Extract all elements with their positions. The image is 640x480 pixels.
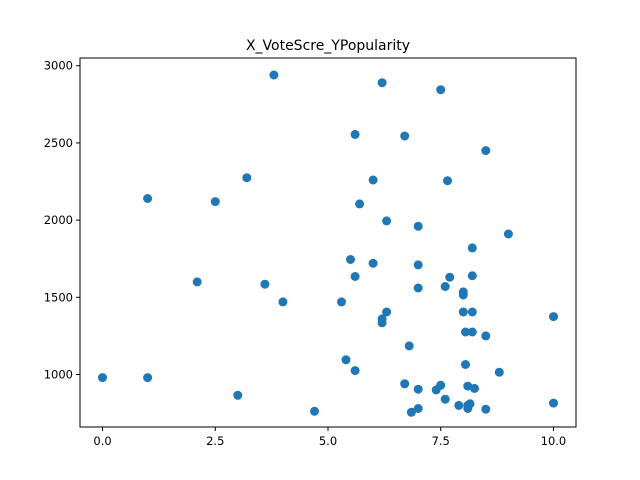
scatter-point [310, 406, 319, 416]
scatter-point [368, 258, 378, 268]
scatter-point [549, 398, 558, 408]
scatter-point [481, 404, 491, 414]
scatter-point [400, 379, 410, 389]
scatter-point [368, 175, 378, 185]
scatter-point [436, 85, 446, 95]
scatter-point [98, 373, 107, 383]
scatter-point [404, 341, 414, 351]
scatter-point [467, 307, 477, 317]
scatter-point [458, 290, 468, 300]
y-tick-label: 2500 [44, 136, 73, 150]
scatter-point [143, 194, 153, 203]
scatter-point [377, 78, 387, 88]
scatter-point [382, 216, 392, 226]
scatter-point [350, 129, 360, 139]
ticks-layer: 0.0 2.5 5.0 7.5 10.0 1000 1500 2000 2500 3000 [44, 59, 567, 448]
scatter-point [143, 373, 153, 383]
y-tick-label: 1500 [44, 290, 73, 304]
scatter-point [443, 176, 452, 186]
scatter-point [481, 146, 491, 156]
scatter-point [467, 327, 477, 337]
scatter-point [400, 131, 410, 141]
scatter-point [445, 272, 455, 282]
scatter-point [465, 399, 475, 409]
scatter-point [440, 282, 450, 291]
scatter-point [470, 383, 479, 393]
scatter-point [481, 331, 491, 341]
scatter-point [337, 297, 346, 307]
scatter-point [494, 367, 504, 377]
scatter-point [341, 355, 351, 365]
scatter-point [467, 243, 477, 253]
scatter-point [413, 404, 423, 413]
scatter-point [436, 380, 446, 390]
scatter-point [461, 360, 470, 369]
points-layer [98, 70, 558, 417]
x-tick-label: 7.5 [432, 434, 450, 448]
scatter-point [549, 312, 558, 322]
scatter-point [278, 297, 288, 307]
scatter-point [346, 255, 355, 264]
scatter-point [467, 271, 477, 281]
scatter-point [233, 390, 243, 400]
scatter-point [269, 70, 279, 80]
x-tick-label: 5.0 [319, 434, 337, 448]
scatter-point [413, 221, 423, 231]
scatter-point [210, 197, 220, 207]
scatter-point [413, 283, 423, 293]
scatter-point [458, 307, 468, 317]
scatter-point [454, 400, 464, 410]
scatter-point [382, 307, 392, 317]
scatter-point [503, 229, 513, 239]
scatter-point [242, 173, 252, 183]
scatter-point [413, 260, 423, 270]
scatter-point [350, 366, 360, 376]
scatter-point [377, 318, 387, 328]
x-tick-label: 10.0 [541, 434, 567, 448]
scatter-point [260, 279, 270, 289]
x-tick-label: 0.0 [93, 434, 111, 448]
scatter-point [440, 394, 450, 404]
y-tick-label: 2000 [44, 213, 73, 227]
scatter-point [192, 277, 202, 287]
scatter-point [413, 384, 423, 394]
scatter-point [406, 407, 416, 417]
chart-title: X_VoteScre_YPopularity [246, 38, 410, 54]
scatter-point [355, 199, 365, 209]
plot-area-frame [79, 57, 577, 428]
scatter-point [350, 272, 360, 281]
y-tick-label: 1000 [44, 368, 73, 382]
x-tick-label: 2.5 [206, 434, 224, 448]
scatter-point [461, 327, 470, 337]
y-tick-label: 3000 [44, 59, 73, 73]
